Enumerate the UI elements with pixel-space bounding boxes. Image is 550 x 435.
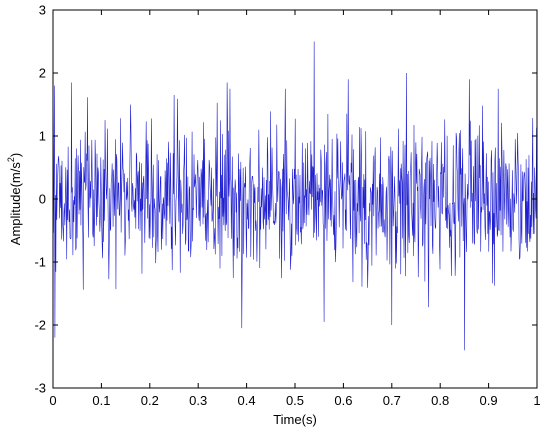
x-tick-label: 0.4 — [238, 393, 256, 408]
x-tick-label: 0.2 — [141, 393, 159, 408]
y-tick-label: 2 — [39, 66, 46, 81]
y-tick-label: 3 — [39, 3, 46, 18]
y-axis-label-superscript: 2 — [6, 157, 16, 162]
x-tick-label: 0.5 — [286, 393, 304, 408]
y-axis-label: Amplitude(m/s2) — [6, 153, 23, 245]
y-axis-label-close: ) — [8, 153, 23, 157]
y-axis: -3 -2 -1 0 1 2 3 — [34, 3, 537, 396]
x-tick-label: 0.3 — [189, 393, 207, 408]
y-tick-label: -1 — [34, 255, 46, 270]
x-tick-label: 0.9 — [480, 393, 498, 408]
x-tick-label: 1 — [533, 393, 540, 408]
x-axis: 0 0.1 0.2 0.3 0.4 0.5 0.6 0.7 0.8 0.9 1 — [49, 10, 541, 408]
y-tick-label: -3 — [34, 381, 46, 396]
y-tick-label: 0 — [39, 192, 46, 207]
plot-area — [53, 10, 537, 388]
signal-series-line — [52, 41, 538, 351]
x-tick-label: 0.6 — [334, 393, 352, 408]
x-tick-label: 0 — [49, 393, 56, 408]
y-tick-label: -2 — [34, 318, 46, 333]
x-tick-label: 0.1 — [92, 393, 110, 408]
y-axis-label-base: Amplitude(m/s — [8, 162, 23, 246]
x-axis-label: Time(s) — [273, 412, 317, 427]
y-tick-label: 1 — [39, 129, 46, 144]
series-layer — [52, 41, 538, 351]
x-tick-label: 0.8 — [431, 393, 449, 408]
x-tick-label: 0.7 — [383, 393, 401, 408]
